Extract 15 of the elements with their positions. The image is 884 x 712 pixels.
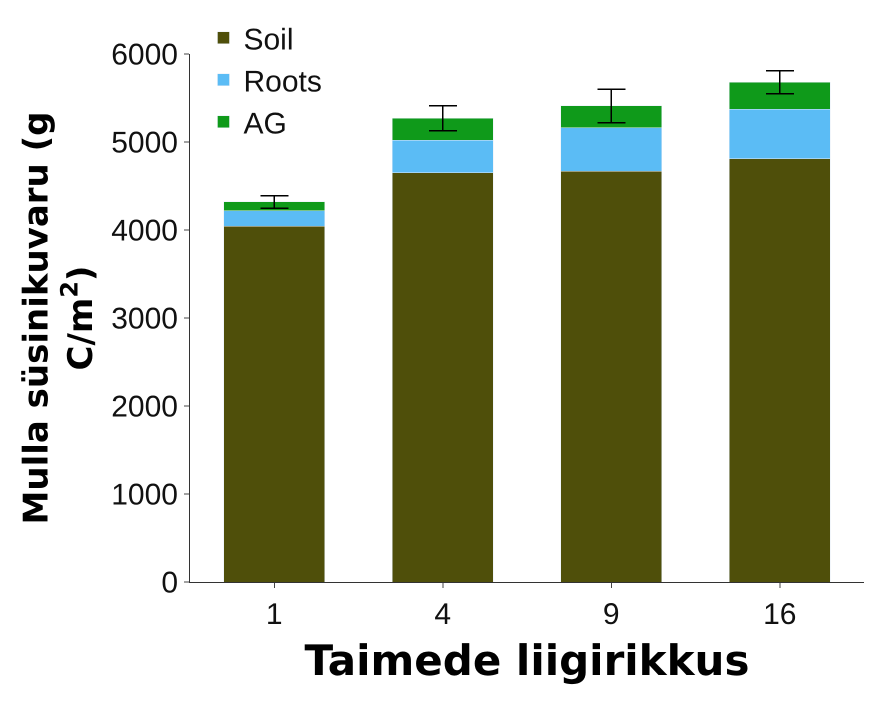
- x-tick-label: 16: [763, 598, 796, 631]
- x-axis-title: Taimede liigirikkus: [304, 636, 750, 685]
- y-tick-label: 4000: [111, 214, 178, 248]
- x-tick-label: 1: [266, 598, 283, 631]
- y-tick-label: 2000: [111, 390, 178, 424]
- x-tick-label: 4: [434, 598, 452, 631]
- y-tick-label: 3000: [111, 302, 178, 336]
- legend-label: Soil: [243, 23, 294, 56]
- legend-label: AG: [243, 107, 287, 140]
- y-tick-label: 5000: [111, 126, 178, 160]
- legend-label: Roots: [243, 65, 322, 98]
- y-tick-label: 1000: [111, 478, 178, 512]
- y-tick-label: 6000: [111, 38, 178, 72]
- x-tick-label: 9: [602, 598, 620, 631]
- y-tick-label: 0: [161, 566, 178, 600]
